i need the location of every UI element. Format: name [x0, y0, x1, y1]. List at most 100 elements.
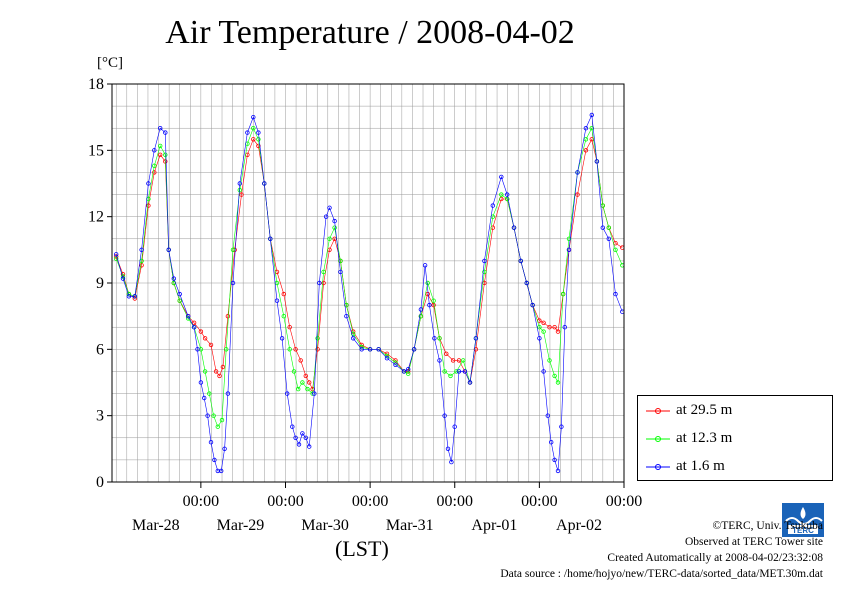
data-point [338, 258, 343, 264]
data-point [198, 329, 204, 334]
legend: at 29.5 m at 12.3 m at 1.6 m [637, 395, 833, 481]
terc-logo-icon: TERC [782, 503, 824, 537]
data-point [425, 291, 430, 297]
data-point [291, 369, 297, 374]
x-tick-date-label: Apr-01 [471, 517, 517, 534]
data-point [211, 413, 216, 418]
x-axis-label: (LST) [335, 536, 389, 561]
data-point [296, 386, 301, 392]
x-tick-time-label: 00:00 [521, 493, 557, 510]
data-point [327, 236, 332, 241]
data-point [218, 468, 224, 474]
data-point [321, 280, 326, 286]
data-point [177, 298, 182, 303]
y-axis-unit-label: [°C] [97, 55, 123, 71]
data-point [473, 347, 479, 352]
data-point [552, 373, 557, 379]
data-point [473, 336, 479, 341]
data-point [393, 360, 398, 365]
data-point [559, 424, 564, 429]
legend-swatch-blue-icon [646, 463, 670, 470]
data-point [431, 298, 436, 303]
data-point [384, 356, 390, 361]
data-point [511, 225, 517, 230]
data-point [202, 336, 208, 341]
data-point [239, 192, 244, 197]
data-point [230, 280, 236, 286]
data-point [541, 320, 546, 325]
data-point [217, 373, 222, 379]
data-point [613, 291, 618, 297]
data-point [198, 380, 204, 385]
data-point [290, 424, 295, 429]
data-point [449, 459, 454, 465]
data-point [220, 364, 226, 370]
data-point [300, 380, 305, 385]
x-tick-time-label: 00:00 [606, 493, 642, 510]
data-point [537, 325, 542, 330]
data-point [401, 369, 407, 374]
data-point [452, 424, 457, 429]
site-text: Observed at TERC Tower site [684, 536, 823, 548]
y-tick-label: 0 [96, 474, 104, 491]
data-point [256, 130, 261, 135]
data-point [312, 391, 317, 396]
data-point [132, 294, 137, 299]
legend-swatch-green-icon [646, 435, 670, 442]
data-point [448, 373, 453, 379]
data-point [191, 320, 197, 325]
series-line [115, 127, 623, 428]
credits-block: ©TERC, Univ. Tsukuba Observed at TERC To… [500, 518, 823, 582]
data-point [307, 380, 312, 385]
y-tick-label: 18 [88, 76, 104, 93]
x-tick-date-label: Mar-28 [132, 517, 180, 534]
data-point [552, 457, 557, 463]
data-point [442, 413, 447, 418]
data-point [230, 247, 236, 252]
data-point [208, 440, 214, 445]
data-point [251, 137, 256, 142]
data-point [157, 125, 163, 131]
data-point [126, 294, 132, 299]
data-point [530, 302, 535, 308]
logo-text: TERC [792, 526, 814, 535]
data-point [157, 152, 163, 157]
data-point [425, 280, 430, 286]
data-point [445, 446, 451, 451]
data-point [113, 256, 119, 261]
data-point [461, 358, 466, 363]
data-point [583, 148, 589, 153]
data-point [566, 236, 572, 241]
series-layer [113, 112, 625, 474]
data-point [296, 442, 302, 447]
data-point [251, 125, 256, 131]
data-point [300, 431, 305, 436]
data-point [418, 307, 424, 312]
data-point [541, 329, 546, 334]
data-point [351, 331, 356, 337]
y-tick-label: 12 [88, 209, 104, 226]
data-point [555, 380, 561, 385]
data-point [575, 192, 580, 197]
data-point [262, 181, 267, 186]
data-point [437, 336, 442, 341]
data-point [505, 192, 510, 197]
data-point [305, 386, 310, 392]
data-point [583, 137, 589, 142]
data-point [185, 314, 191, 319]
data-point [545, 413, 550, 418]
data-point [213, 369, 219, 374]
data-point [205, 413, 210, 418]
legend-item-1-6m: at 1.6 m [646, 458, 725, 475]
data-point [359, 347, 364, 352]
data-point [113, 252, 119, 257]
axes-layer: 036912151800:00Mar-2800:00Mar-2900:00Mar… [88, 76, 642, 534]
series-line [115, 113, 623, 472]
data-point [163, 130, 168, 135]
legend-label: at 12.3 m [676, 430, 733, 446]
data-point [202, 369, 208, 374]
x-tick-time-label: 00:00 [437, 493, 473, 510]
data-point [152, 170, 157, 175]
x-tick-date-label: Apr-02 [556, 517, 602, 534]
data-point [490, 203, 495, 208]
